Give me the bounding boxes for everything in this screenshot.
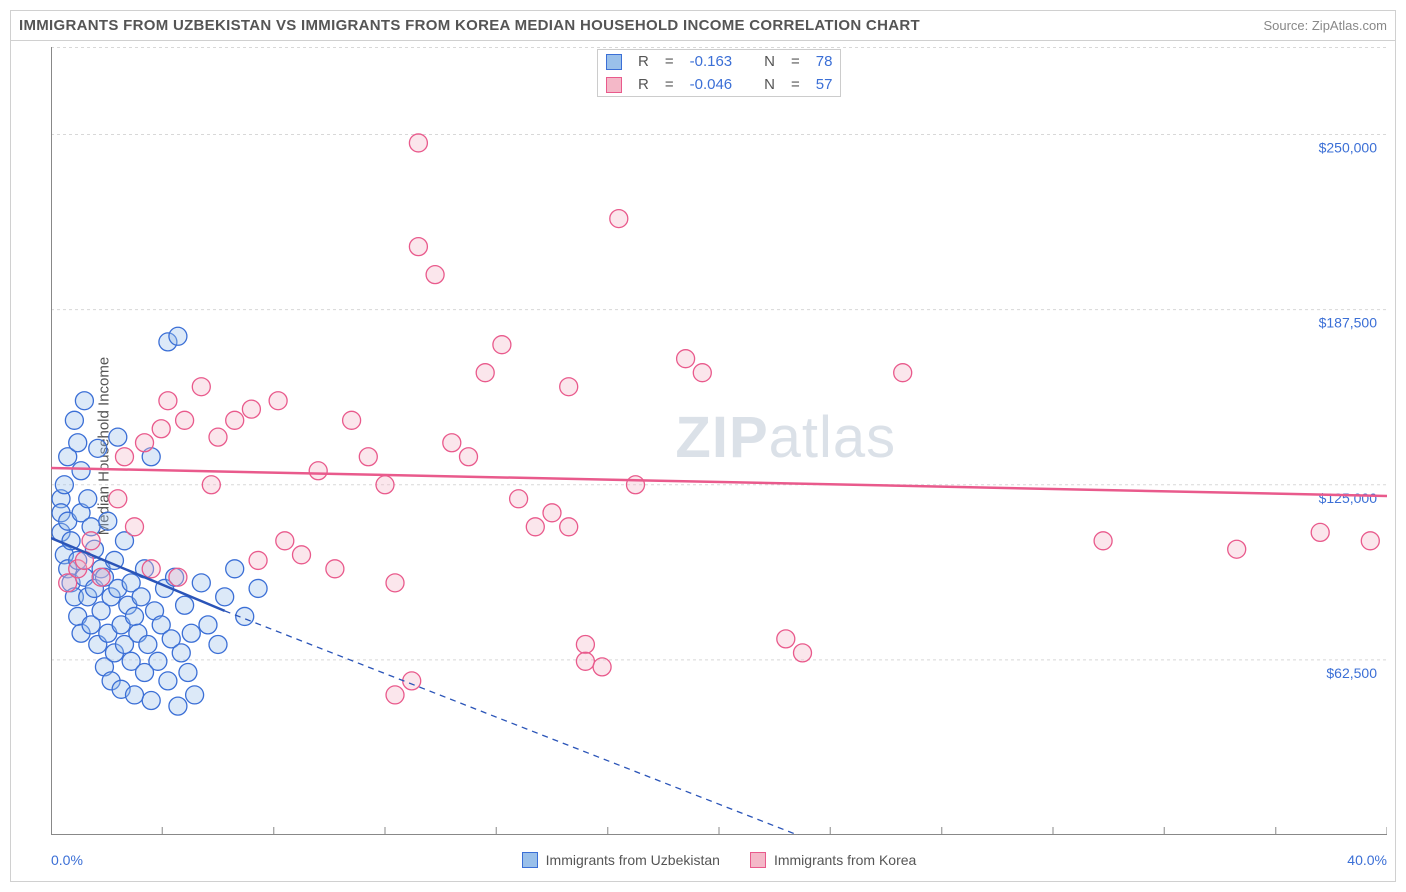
legend-label: Immigrants from Korea xyxy=(774,852,916,868)
r-value: -0.163 xyxy=(682,50,741,73)
equals-label: = xyxy=(657,50,682,73)
chart-source: Source: ZipAtlas.com xyxy=(1263,18,1387,33)
n-label: N xyxy=(756,50,783,73)
n-value: 78 xyxy=(808,50,841,73)
scatter-chart: $62,500 $125,000 $187,500 $250,000 ZIPatlas xyxy=(51,47,1387,835)
chart-title: IMMIGRANTS FROM UZBEKISTAN VS IMMIGRANTS… xyxy=(19,17,920,34)
plot-area: $62,500$125,000$187,500$250,000ZIPatlas … xyxy=(51,47,1387,835)
correlation-row: R = -0.163 N = 78 xyxy=(598,50,840,73)
series-swatch-icon xyxy=(606,54,622,70)
x-axis-max-label: 40.0% xyxy=(1347,852,1387,868)
n-label: N xyxy=(756,73,783,96)
svg-text:$62,500: $62,500 xyxy=(1326,665,1377,681)
svg-text:ZIPatlas: ZIPatlas xyxy=(675,405,896,470)
series-swatch-icon xyxy=(522,852,538,868)
equals-label: = xyxy=(783,73,808,96)
x-axis-row: 0.0% Immigrants from Uzbekistan Immigran… xyxy=(51,845,1387,875)
series-swatch-icon xyxy=(750,852,766,868)
svg-text:$125,000: $125,000 xyxy=(1319,490,1378,506)
n-value: 57 xyxy=(808,73,841,96)
legend-label: Immigrants from Uzbekistan xyxy=(546,852,720,868)
chart-container: IMMIGRANTS FROM UZBEKISTAN VS IMMIGRANTS… xyxy=(10,10,1396,882)
correlation-row: R = -0.046 N = 57 xyxy=(598,73,840,96)
svg-text:$250,000: $250,000 xyxy=(1319,140,1378,156)
bottom-legend: Immigrants from Uzbekistan Immigrants fr… xyxy=(51,852,1387,868)
r-label: R xyxy=(630,73,657,96)
equals-label: = xyxy=(783,50,808,73)
svg-text:$187,500: $187,500 xyxy=(1319,315,1378,331)
correlation-legend: R = -0.163 N = 78 R = -0.046 N = 57 xyxy=(597,49,841,97)
x-axis-min-label: 0.0% xyxy=(51,852,83,868)
series-swatch-icon xyxy=(606,77,622,93)
r-value: -0.046 xyxy=(682,73,741,96)
r-label: R xyxy=(630,50,657,73)
legend-item: Immigrants from Uzbekistan xyxy=(522,852,720,868)
legend-item: Immigrants from Korea xyxy=(750,852,916,868)
title-bar: IMMIGRANTS FROM UZBEKISTAN VS IMMIGRANTS… xyxy=(11,11,1395,41)
equals-label: = xyxy=(657,73,682,96)
